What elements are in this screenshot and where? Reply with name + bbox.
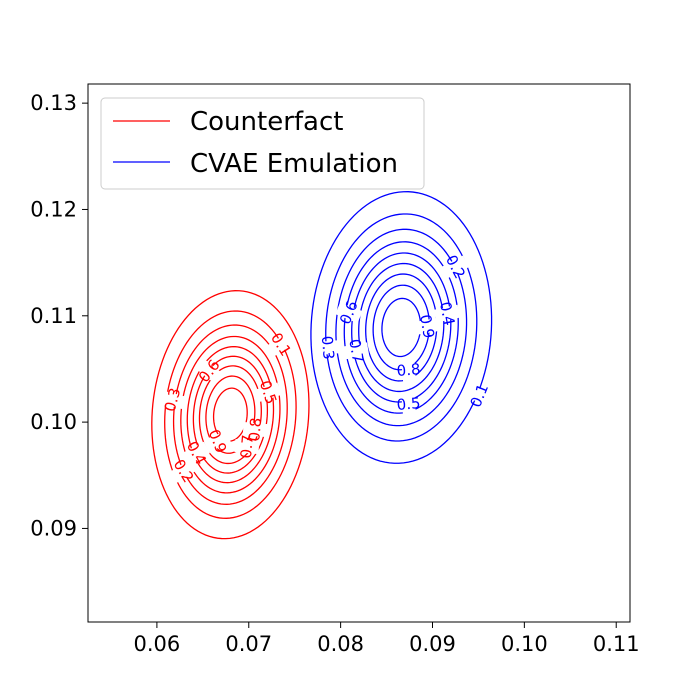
y-tick-label: 0.12 (30, 197, 77, 221)
contour-label-background (343, 342, 370, 360)
contour-line-cvae-emulation-0-2 (325, 213, 478, 442)
legend-label-cvae-emulation: CVAE Emulation (190, 149, 398, 179)
contour-level-label: 0.8 (396, 360, 421, 380)
contour-label-background (315, 340, 341, 356)
contour-line-counterfact-0-7 (198, 365, 262, 465)
contour-label-background (242, 422, 268, 438)
contour-line-cvae-emulation-0-6 (358, 262, 445, 393)
x-tick-label: 0.07 (225, 632, 272, 656)
contour-label-background (335, 302, 363, 324)
contour-label-background (182, 441, 211, 465)
contour-line-cvae-emulation-0-5 (351, 252, 452, 403)
contour-line-counterfact-0-2 (164, 310, 297, 519)
contour-label-background (414, 317, 440, 335)
contour-level-label: 0.9 (416, 313, 438, 340)
y-tick-label: 0.09 (30, 516, 77, 540)
contour-level-label: 0.7 (237, 434, 257, 459)
x-tick-label: 0.11 (593, 632, 640, 656)
contour-label-background (169, 459, 198, 483)
contour-label-background (401, 391, 417, 417)
contour-line-counterfact-0-9 (212, 387, 248, 442)
contour-level-label: 0.4 (436, 300, 459, 327)
contour-label-background (401, 357, 417, 383)
contour-label-background (159, 390, 186, 410)
x-tick-label: 0.08 (317, 632, 364, 656)
legend-box (100, 97, 425, 190)
contour-label-background (465, 385, 493, 407)
legend-label-counterfact: Counterfact (190, 107, 343, 137)
y-tick-label: 0.10 (30, 410, 77, 434)
x-tick-label: 0.09 (409, 632, 456, 656)
contour-label-background (203, 430, 232, 452)
contour-level-label: 0.5 (396, 394, 421, 414)
axes-layer: 0.06 0.07 0.08 0.09 0.10 0.11 0.09 0.10 0.11 0.12… (30, 91, 639, 656)
contour-line-cvae-emulation-0-1 (310, 191, 493, 464)
contour-line-counterfact-0-6 (192, 355, 269, 474)
contour-line-cvae-emulation-0-4 (343, 241, 459, 414)
y-tick-label: 0.13 (30, 91, 77, 115)
contour-label-background (434, 304, 461, 323)
contour-level-label: 0.7 (345, 338, 367, 365)
x-tick-label: 0.10 (501, 632, 548, 656)
contour-line-cvae-emulation-0-3 (335, 228, 468, 427)
contour-line-counterfact-0-1 (151, 290, 310, 540)
legend: Counterfact CVAE Emulation (100, 97, 425, 190)
contour-level-label: 0.3 (161, 386, 185, 414)
contour-label-background (234, 439, 260, 455)
y-tick-label: 0.11 (30, 304, 77, 328)
x-tick-label: 0.06 (134, 632, 181, 656)
contour-level-label: 0.8 (245, 417, 265, 442)
contour-label-background (195, 358, 223, 384)
plot-frame (87, 83, 631, 623)
contour-label-background (267, 332, 295, 357)
contour-level-label: 0.3 (318, 335, 338, 360)
contour-label-background (441, 255, 470, 279)
contour-label-background (254, 382, 282, 403)
contour-line-counterfact-0-5 (186, 346, 275, 484)
contour-line-cvae-emulation-0-9 (381, 297, 422, 358)
